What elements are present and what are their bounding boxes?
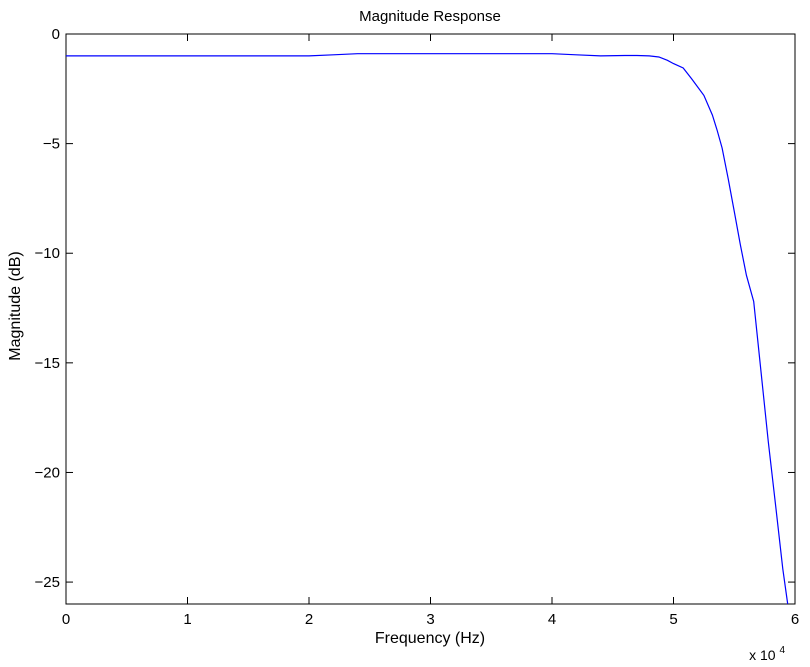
y-tick-label: −5 [43,136,60,153]
x-tick-label: 5 [669,611,677,628]
y-tick-label: 0 [52,26,60,43]
plot-area: 0 1 2 3 4 5 6 0 −5 −10 −15 −20 −25 [35,26,800,628]
x-axis-label: Frequency (Hz) [375,630,485,647]
x-axis-multiplier-base: x 10 [749,647,776,663]
x-tick-label: 6 [791,611,799,628]
y-tick-label: −15 [35,355,60,372]
chart-title: Magnitude Response [359,8,501,25]
x-tick-label: 2 [305,611,313,628]
response-line [66,53,789,605]
x-axis-multiplier-exponent: 4 [779,645,785,656]
y-tick-label: −10 [35,245,60,262]
axes-box [65,33,796,605]
y-tick-label: −25 [35,574,60,591]
y-axis-label: Magnitude (dB) [7,251,24,360]
x-tick-label: 3 [426,611,434,628]
x-tick-label: 0 [62,611,70,628]
y-tick-label: −20 [35,464,60,481]
x-tick-label: 1 [183,611,191,628]
x-axis-multiplier: x 10 4 [749,645,785,663]
x-tick-label: 4 [548,611,556,628]
